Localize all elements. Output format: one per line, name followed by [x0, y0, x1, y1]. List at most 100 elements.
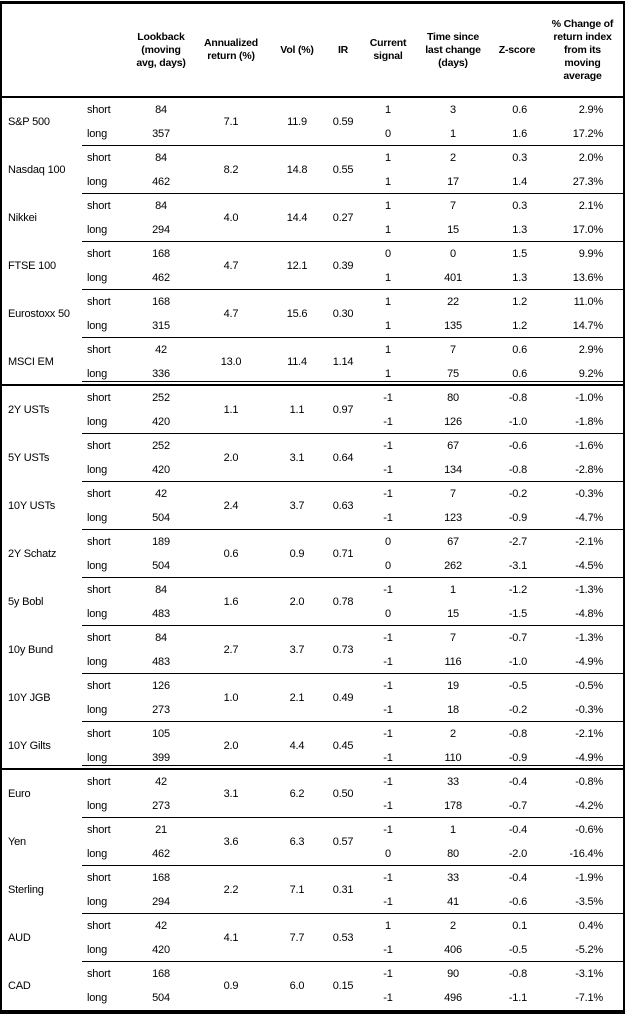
- pct-change-long: -0.3%: [575, 704, 603, 716]
- side-label-short: short: [87, 632, 111, 644]
- vol-value: 3.7: [289, 644, 305, 656]
- pct-change-short: -2.1%: [575, 536, 603, 548]
- ir-value: 0.39: [332, 260, 354, 272]
- time-since-long: 18: [447, 704, 459, 716]
- side-label-short: short: [87, 824, 111, 836]
- lookback-short: 168: [152, 296, 170, 308]
- table-row-group: Euro short long 42 273 3.1 6.2 0.50 -1 -…: [2, 765, 623, 818]
- zscore-short: 0.3: [512, 152, 527, 164]
- time-since-long: 41: [447, 896, 459, 908]
- table-row-group: 2Y Schatz short long 189 504 0.6 0.9 0.7…: [2, 529, 623, 578]
- lookback-long: 504: [152, 560, 170, 572]
- side-label-long: long: [87, 272, 107, 284]
- signal-long: -1: [383, 944, 393, 956]
- annualized-return-value: 8.2: [223, 164, 239, 176]
- lookback-short: 126: [152, 680, 170, 692]
- time-since-long: 75: [447, 368, 459, 380]
- pct-change-long: 27.3%: [572, 176, 603, 188]
- lookback-short: 168: [152, 968, 170, 980]
- lookback-long: 273: [152, 800, 170, 812]
- col-header-lookback: Lookback (moving avg, days): [136, 30, 186, 69]
- ir-value: 0.71: [332, 548, 354, 560]
- signal-short: -1: [383, 488, 393, 500]
- asset-name: FTSE 100: [8, 260, 56, 272]
- time-since-short: 19: [447, 680, 459, 692]
- asset-name: MSCI EM: [8, 356, 54, 368]
- table-row-group: Sterling short long 168 294 2.2 7.1 0.31…: [2, 865, 623, 914]
- ir-value: 0.73: [332, 644, 354, 656]
- pct-change-long: -4.2%: [575, 800, 603, 812]
- side-label-long: long: [87, 848, 107, 860]
- time-since-short: 2: [450, 728, 456, 740]
- side-label-long: long: [87, 560, 107, 572]
- pct-change-short: 11.0%: [573, 296, 604, 308]
- ir-value: 0.63: [332, 500, 354, 512]
- side-label-short: short: [87, 920, 111, 932]
- lookback-long: 399: [152, 752, 170, 764]
- zscore-short: 1.2: [512, 296, 527, 308]
- lookback-short: 189: [152, 536, 170, 548]
- vol-value: 2.0: [289, 596, 305, 608]
- time-since-long: 262: [444, 560, 462, 572]
- zscore-short: -0.4: [508, 872, 527, 884]
- vol-value: 0.9: [289, 548, 305, 560]
- vol-value: 11.9: [287, 116, 307, 128]
- zscore-short: 0.6: [512, 344, 527, 356]
- table-row-group: AUD short long 42 420 4.1 7.7 0.53 1 -1 …: [2, 913, 623, 962]
- ir-value: 0.57: [332, 836, 354, 848]
- annualized-return-value: 7.1: [223, 116, 239, 128]
- annualized-return-value: 3.1: [223, 788, 239, 800]
- side-label-long: long: [87, 128, 107, 140]
- vol-value: 14.4: [286, 212, 308, 224]
- signal-long: 1: [385, 176, 391, 188]
- zscore-long: -1.1: [508, 992, 527, 1004]
- vol-value: 2.1: [289, 692, 305, 704]
- time-since-long: 406: [444, 944, 462, 956]
- vol-value: 11.4: [287, 356, 307, 368]
- asset-name: Yen: [8, 836, 26, 848]
- zscore-long: 1.3: [512, 224, 527, 236]
- zscore-short: -0.4: [508, 824, 527, 836]
- side-label-short: short: [87, 248, 111, 260]
- time-since-long: 178: [444, 800, 462, 812]
- col-header-asset: [2, 4, 82, 96]
- table-row-group: MSCI EM short long 42 336 13.0 11.4 1.14…: [2, 337, 623, 386]
- signal-long: 0: [385, 848, 391, 860]
- annualized-return-value: 3.6: [223, 836, 239, 848]
- time-since-long: 496: [444, 992, 462, 1004]
- signal-short: 1: [385, 200, 391, 212]
- pct-change-short: -3.1%: [575, 968, 603, 980]
- col-header-zscore: Z-score: [498, 43, 536, 56]
- pct-change-short: -1.9%: [575, 872, 603, 884]
- lookback-long: 357: [152, 128, 170, 140]
- table-row-group: 5Y USTs short long 252 420 2.0 3.1 0.64 …: [2, 433, 623, 482]
- pct-change-short: 0.4%: [578, 920, 603, 932]
- zscore-long: -0.6: [508, 896, 527, 908]
- lookback-long: 420: [152, 464, 170, 476]
- zscore-long: -2.0: [508, 848, 527, 860]
- pct-change-short: 2.1%: [578, 200, 603, 212]
- zscore-long: -1.0: [508, 416, 527, 428]
- signal-short: 1: [385, 104, 391, 116]
- asset-name: 2Y Schatz: [8, 548, 57, 560]
- zscore-short: 0.6: [512, 104, 527, 116]
- signal-short: -1: [383, 392, 393, 404]
- pct-change-short: -0.8%: [575, 776, 603, 788]
- signal-long: -1: [383, 752, 393, 764]
- vol-value: 1.1: [289, 404, 305, 416]
- ir-value: 0.53: [332, 932, 354, 944]
- lookback-short: 42: [155, 920, 167, 932]
- zscore-short: -0.6: [508, 440, 527, 452]
- pct-change-long: 9.2%: [578, 368, 603, 380]
- lookback-short: 84: [155, 200, 167, 212]
- side-label-short: short: [87, 968, 111, 980]
- asset-name: 10y Bund: [8, 644, 53, 656]
- signal-long: -1: [383, 512, 393, 524]
- time-since-short: 22: [447, 296, 459, 308]
- pct-change-long: -3.5%: [575, 896, 603, 908]
- pct-change-short: -0.6%: [575, 824, 603, 836]
- signal-short: 1: [385, 296, 391, 308]
- annualized-return-value: 2.7: [223, 644, 239, 656]
- zscore-short: -0.7: [508, 632, 527, 644]
- pct-change-long: -16.4%: [569, 848, 603, 860]
